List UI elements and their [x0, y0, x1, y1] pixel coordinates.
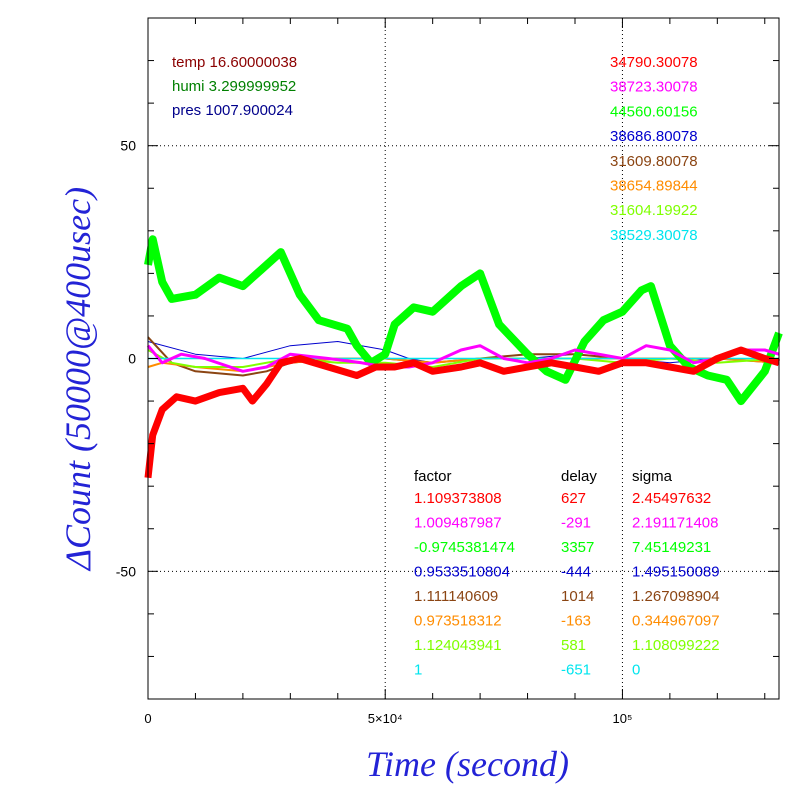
table-cell: 7.45149231 — [632, 539, 711, 556]
table-cell: 1.109373808 — [414, 490, 502, 507]
table-cell: 1014 — [561, 588, 594, 605]
series-line-6 — [147, 349, 780, 368]
table-cell: -651 — [561, 662, 591, 679]
legend-entry: 38529.30078 — [610, 227, 698, 244]
table-cell: 2.45497632 — [632, 490, 711, 507]
table-cell: 0.344967097 — [632, 613, 720, 630]
legend-entry: 38654.89844 — [610, 178, 698, 195]
legend-entry: 31609.80078 — [610, 153, 698, 170]
table-cell: -0.9745381474 — [414, 539, 515, 556]
legend-entry: 38686.80078 — [610, 128, 698, 145]
table-cell: 1.108099222 — [632, 637, 720, 654]
table-cell: 1.009487987 — [414, 515, 502, 532]
y-tick-label: -50 — [116, 563, 136, 579]
y-tick-label: 50 — [120, 138, 136, 154]
table-cell: 0.973518312 — [414, 613, 502, 630]
table-cell: -444 — [561, 564, 591, 581]
table-cell: 2.191171408 — [632, 515, 718, 532]
env-label: humi 3.299999952 — [172, 78, 296, 95]
axis-ticks — [147, 18, 779, 699]
table-header: delay — [561, 468, 597, 485]
x-tick-label: 10⁵ — [613, 711, 633, 726]
legend-entry: 38723.30078 — [610, 79, 698, 96]
table-header: factor — [414, 468, 452, 485]
series-line-2 — [144, 235, 783, 406]
table-header: sigma — [632, 468, 673, 485]
x-tick-label: 0 — [144, 711, 151, 726]
series-line-0 — [144, 346, 781, 479]
table-cell: 1.124043941 — [414, 637, 502, 654]
table-cell: -291 — [561, 515, 591, 532]
legend-entry: 44560.60156 — [610, 103, 698, 120]
table-cell: 0.9533510804 — [414, 564, 510, 581]
env-label: temp 16.60000038 — [172, 54, 297, 71]
chart-text: 0 5×10⁴ 10⁵ 50 0 -50 Time (second) ΔCount (5000… — [58, 54, 720, 784]
table-cell: 581 — [561, 637, 586, 654]
y-axis-title: ΔCount (50000@400usec) — [58, 187, 98, 572]
table-cell: 0 — [632, 662, 640, 679]
table-cell: 1.111140609 — [414, 588, 498, 605]
legend-entry: 31604.19922 — [610, 202, 698, 219]
y-tick-label: 0 — [128, 351, 136, 367]
x-tick-label: 5×10⁴ — [368, 711, 403, 726]
table-cell: 3357 — [561, 539, 594, 556]
table-cell: -163 — [561, 613, 591, 630]
x-axis-title: Time (second) — [366, 744, 569, 784]
series-line-1 — [146, 344, 780, 373]
table-cell: 1.267098904 — [632, 588, 720, 605]
env-label: pres 1007.900024 — [172, 102, 293, 119]
table-cell: 1.495150089 — [632, 564, 720, 581]
series-lines — [144, 235, 783, 479]
legend-entry: 34790.30078 — [610, 54, 698, 71]
table-cell: 1 — [414, 662, 422, 679]
table-cell: 627 — [561, 490, 586, 507]
